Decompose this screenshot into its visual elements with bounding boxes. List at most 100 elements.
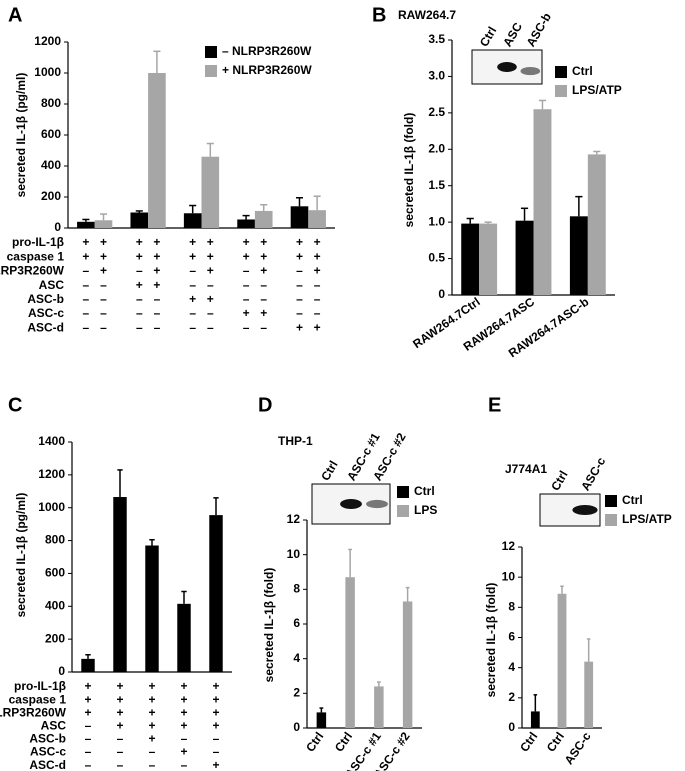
condition-sign: +	[100, 264, 107, 278]
condition-sign: –	[100, 278, 107, 292]
condition-sign: –	[83, 278, 90, 292]
bar	[587, 154, 606, 295]
condition-sign: +	[180, 692, 187, 706]
bar	[308, 210, 326, 228]
condition-label: caspase 1	[7, 249, 65, 263]
y-tick-label: 1000	[34, 65, 61, 79]
bar	[201, 156, 220, 228]
condition-sign: +	[148, 705, 155, 719]
error-bar	[242, 214, 250, 220]
condition-sign: +	[116, 705, 123, 719]
condition-sign: –	[314, 306, 321, 320]
y-tick-label: 12	[287, 512, 301, 526]
panel-letter: D	[258, 394, 272, 416]
error-bar	[466, 217, 474, 224]
panel-title: THP-1	[278, 434, 313, 448]
condition-sign: +	[116, 679, 123, 693]
condition-sign: –	[296, 292, 303, 306]
error-bar	[85, 654, 91, 659]
y-tick-label: 0	[438, 287, 445, 301]
condition-sign: –	[83, 292, 90, 306]
condition-sign: –	[154, 292, 161, 306]
bar	[113, 497, 127, 672]
condition-sign: +	[212, 705, 219, 719]
condition-sign: +	[207, 235, 214, 249]
y-tick-label: 6	[293, 616, 300, 630]
blot-band	[520, 66, 541, 76]
y-tick-label: 0	[293, 720, 300, 734]
error-bar	[181, 590, 187, 604]
condition-sign: +	[136, 249, 143, 263]
condition-sign: –	[100, 320, 107, 334]
bar	[290, 206, 309, 228]
condition-sign: –	[83, 264, 90, 278]
condition-sign: +	[260, 306, 267, 320]
condition-sign: +	[82, 235, 89, 249]
condition-sign: –	[243, 278, 250, 292]
condition-sign: –	[136, 264, 143, 278]
condition-sign: +	[212, 758, 219, 771]
condition-label: ASC-b	[29, 732, 66, 746]
condition-sign: –	[83, 306, 90, 320]
condition-sign: –	[117, 745, 124, 759]
y-tick-label: 10	[287, 547, 301, 561]
condition-label: pro-IL-1β	[12, 235, 64, 249]
y-tick-label: 3.5	[428, 32, 445, 46]
y-axis-label: secreted IL-1β (pg/ml)	[14, 73, 28, 198]
condition-sign: +	[207, 292, 214, 306]
y-tick-label: 2.5	[428, 105, 445, 119]
legend-swatch	[605, 495, 617, 507]
legend-label: Ctrl	[572, 64, 593, 78]
condition-sign: +	[180, 745, 187, 759]
legend-label: + NLRP3R260W	[222, 63, 312, 77]
y-tick-label: 12	[502, 539, 516, 553]
y-tick-label: 2	[293, 686, 300, 700]
legend-swatch	[605, 514, 617, 526]
condition-sign: –	[314, 278, 321, 292]
condition-sign: –	[207, 278, 214, 292]
condition-sign: +	[296, 235, 303, 249]
condition-sign: –	[296, 306, 303, 320]
condition-sign: –	[149, 745, 156, 759]
condition-sign: +	[189, 235, 196, 249]
bar	[77, 221, 95, 228]
x-tick-label: Ctrl	[517, 730, 540, 755]
condition-sign: –	[207, 306, 214, 320]
condition-sign: –	[243, 320, 250, 334]
bar	[557, 593, 567, 728]
y-tick-label: 2.0	[428, 141, 445, 155]
condition-sign: +	[84, 692, 91, 706]
blot-lane-label: ASC-c	[578, 455, 608, 493]
condition-sign: +	[136, 278, 143, 292]
condition-sign: +	[136, 235, 143, 249]
bar	[515, 220, 534, 295]
condition-sign: +	[180, 718, 187, 732]
error-bar	[153, 50, 161, 73]
condition-sign: –	[136, 306, 143, 320]
blot-band	[572, 505, 598, 515]
error-bar	[376, 681, 381, 687]
condition-sign: –	[243, 292, 250, 306]
condition-label: ASC-d	[27, 320, 64, 334]
bar	[177, 603, 191, 672]
y-tick-label: 1400	[38, 434, 65, 448]
legend-swatch	[397, 486, 409, 498]
condition-sign: +	[212, 679, 219, 693]
condition-sign: +	[260, 264, 267, 278]
blot-band	[366, 499, 388, 509]
condition-sign: +	[100, 235, 107, 249]
legend-label: Ctrl	[414, 484, 435, 498]
condition-sign: +	[84, 679, 91, 693]
blot-band	[340, 499, 362, 509]
bar	[94, 220, 113, 228]
bar	[148, 73, 166, 228]
condition-sign: –	[136, 320, 143, 334]
error-bar	[319, 707, 324, 713]
error-bar	[149, 539, 155, 546]
y-tick-label: 0.5	[428, 251, 445, 265]
y-tick-label: 200	[41, 189, 61, 203]
y-tick-label: 10	[502, 569, 516, 583]
condition-sign: +	[207, 264, 214, 278]
condition-sign: +	[243, 306, 250, 320]
condition-sign: –	[154, 320, 161, 334]
